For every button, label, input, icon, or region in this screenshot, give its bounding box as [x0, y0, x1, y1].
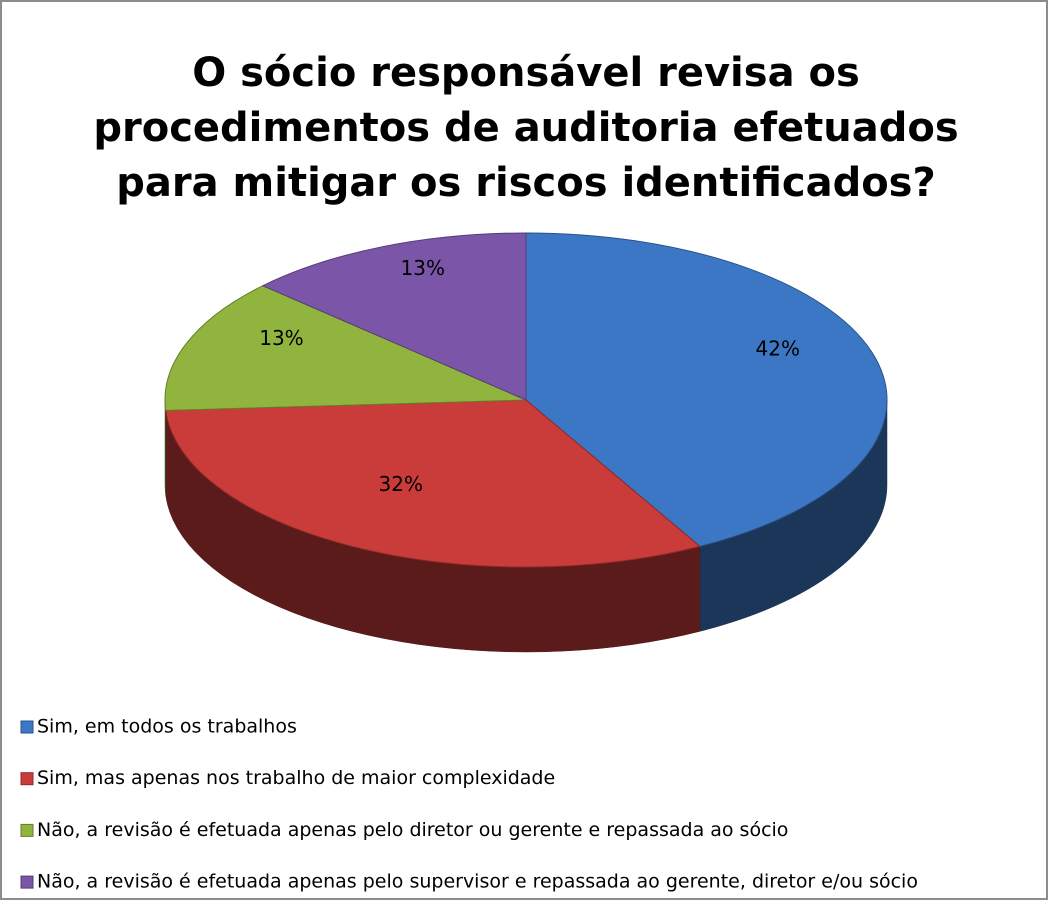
legend-label: Sim, mas apenas nos trabalho de maior co…: [37, 767, 555, 789]
legend-label: Não, a revisão é efetuada apenas pelo di…: [37, 819, 788, 841]
chart-title: O sócio responsável revisa os: [192, 50, 860, 96]
data-label: 13%: [259, 326, 303, 350]
pie-slice: [164, 285, 527, 411]
legend-swatch: [20, 772, 34, 786]
legend-swatch: [20, 875, 34, 889]
legend-label: Sim, em todos os trabalhos: [37, 716, 297, 738]
pie-slice: [261, 232, 527, 401]
chart-title: para mitigar os riscos identificados?: [116, 160, 935, 206]
pie-slice: [165, 399, 701, 568]
data-label: 42%: [756, 337, 800, 361]
pie-slice: [525, 232, 888, 547]
legend-swatch: [20, 720, 34, 734]
pie-side: [164, 399, 166, 496]
data-label: 32%: [379, 472, 423, 496]
data-label: 13%: [401, 256, 445, 280]
legend-label: Não, a revisão é efetuada apenas pelo su…: [37, 871, 918, 893]
legend-swatch: [20, 823, 34, 837]
chart-title: procedimentos de auditoria efetuados: [93, 105, 958, 151]
